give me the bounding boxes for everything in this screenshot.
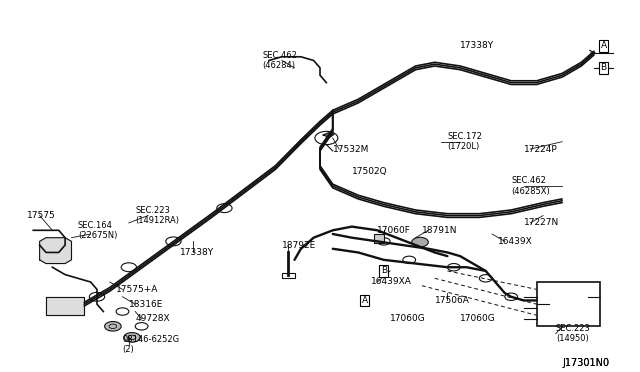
Text: 17060F: 17060F: [378, 226, 412, 235]
Text: 18316E: 18316E: [129, 300, 163, 309]
Text: 17338Y: 17338Y: [180, 248, 214, 257]
Polygon shape: [40, 238, 72, 263]
Text: J17301N0: J17301N0: [562, 358, 609, 368]
Text: A: A: [362, 296, 367, 305]
Text: SEC.172
(1720L): SEC.172 (1720L): [447, 132, 483, 151]
Text: 17224P: 17224P: [524, 145, 557, 154]
Text: 49728X: 49728X: [135, 314, 170, 323]
Circle shape: [124, 333, 140, 342]
Text: SEC.462
(46285X): SEC.462 (46285X): [511, 176, 550, 196]
Text: 17575: 17575: [27, 211, 56, 220]
Text: 17060G: 17060G: [460, 314, 496, 323]
Text: 17506A: 17506A: [435, 296, 470, 305]
Circle shape: [412, 237, 428, 247]
Bar: [537, 282, 600, 326]
Text: J17301N0: J17301N0: [562, 358, 609, 368]
Text: 08146-6252G
(2): 08146-6252G (2): [122, 335, 180, 355]
Bar: [374, 234, 384, 243]
Text: SEC.462
(46284): SEC.462 (46284): [262, 51, 298, 70]
Text: SEC.223
(14950): SEC.223 (14950): [556, 324, 591, 343]
Text: B: B: [600, 63, 607, 72]
Text: 18791N: 18791N: [422, 226, 458, 235]
Text: A: A: [600, 41, 607, 50]
Text: SEC.164
(22675N): SEC.164 (22675N): [78, 221, 117, 240]
Polygon shape: [323, 132, 334, 137]
Text: 17060G: 17060G: [390, 314, 426, 323]
Text: 17338Y: 17338Y: [460, 41, 494, 50]
Text: 16439X: 16439X: [499, 237, 533, 246]
Text: 17575+A: 17575+A: [116, 285, 159, 294]
Text: B: B: [381, 266, 387, 275]
Text: SEC.223
(14912RA): SEC.223 (14912RA): [135, 206, 179, 225]
Bar: [282, 273, 294, 278]
Text: 17532M: 17532M: [333, 145, 369, 154]
Text: 17227N: 17227N: [524, 218, 559, 227]
Text: 17502Q: 17502Q: [352, 167, 387, 176]
Text: 18792E: 18792E: [282, 241, 316, 250]
Text: 16439XA: 16439XA: [371, 278, 412, 286]
Polygon shape: [46, 297, 84, 315]
Circle shape: [104, 321, 121, 331]
